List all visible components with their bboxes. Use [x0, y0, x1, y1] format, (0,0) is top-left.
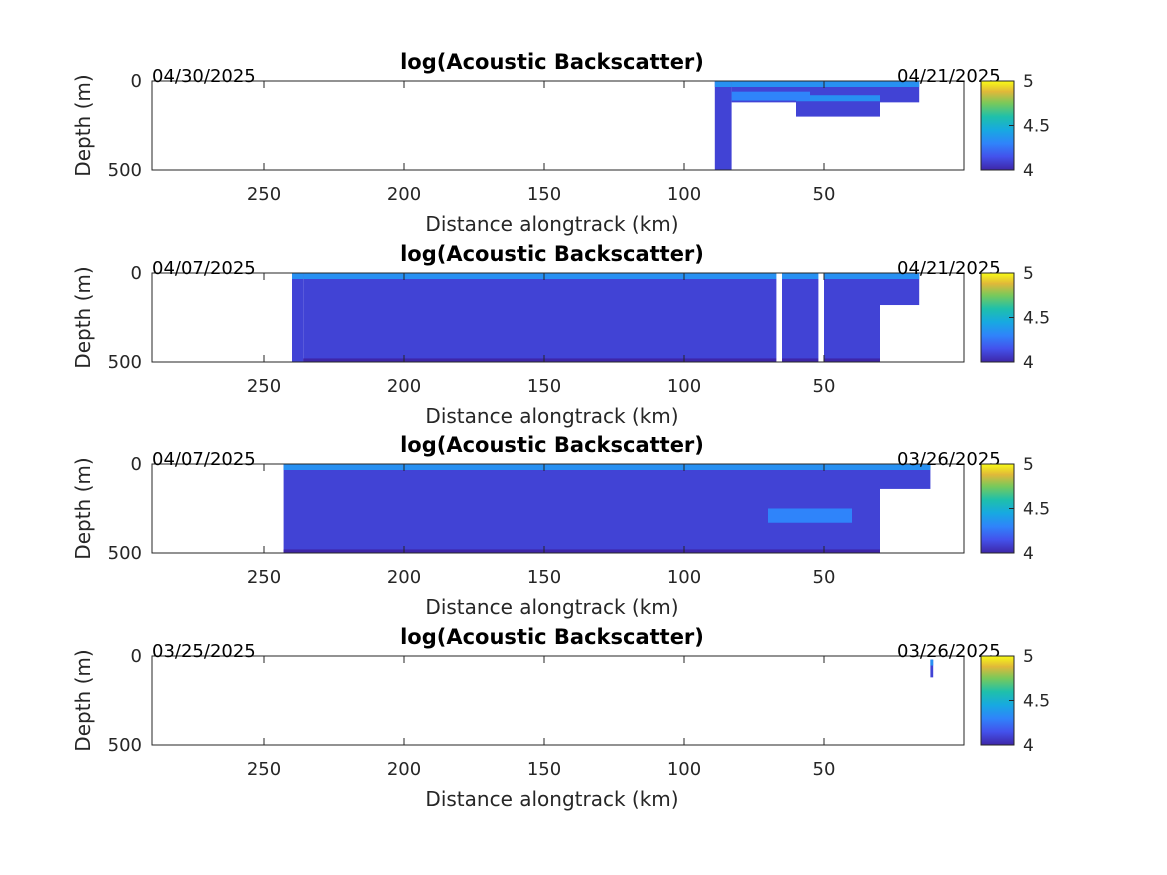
- colorbar-gradient: [980, 463, 1015, 554]
- x-tick-label: 250: [247, 376, 281, 397]
- surface-band: [714, 81, 732, 87]
- y-axis-label: Depth (m): [71, 457, 95, 559]
- axes-box: [151, 80, 965, 171]
- x-axis-label: Distance alongtrack (km): [425, 212, 678, 236]
- data-coverage: [292, 273, 304, 362]
- x-tick-label: 200: [387, 184, 421, 205]
- data-patch: [283, 549, 881, 553]
- y-axis-label: Depth (m): [71, 74, 95, 176]
- colorbar-tick-label: 4: [1023, 736, 1034, 756]
- end-date-label: 03/26/2025: [897, 449, 1001, 470]
- x-tick-label: 50: [813, 376, 836, 397]
- x-tick-label: 150: [527, 376, 561, 397]
- chart-title: log(Acoustic Backscatter): [400, 625, 704, 649]
- x-tick-label: 200: [387, 567, 421, 588]
- colorbar-tick-label: 4: [1023, 544, 1034, 564]
- colorbar-tick-label: 4: [1023, 353, 1034, 373]
- y-tick-label: 0: [131, 71, 142, 92]
- end-date-label: 04/21/2025: [897, 66, 1001, 87]
- x-tick-label: 100: [667, 567, 701, 588]
- x-tick-label: 150: [527, 184, 561, 205]
- y-tick-label: 0: [131, 263, 142, 284]
- start-date-label: 04/07/2025: [152, 258, 256, 279]
- backscatter-field: [930, 659, 934, 678]
- colorbar: 44.55: [980, 647, 1050, 756]
- surface-band: [930, 659, 934, 666]
- colorbar-tick-label: 5: [1023, 264, 1034, 284]
- x-axis-label: Distance alongtrack (km): [425, 404, 678, 428]
- axes-box: [151, 272, 965, 363]
- data-coverage: [714, 81, 732, 170]
- x-tick-label: 200: [387, 759, 421, 780]
- surface-band: [796, 95, 880, 102]
- backscatter-field: [292, 273, 920, 362]
- surface-band: [880, 273, 920, 279]
- chart-title: log(Acoustic Backscatter): [400, 433, 704, 457]
- x-tick-label: 100: [667, 184, 701, 205]
- data-patch: [768, 508, 852, 523]
- data-coverage: [303, 273, 880, 362]
- surface-band: [731, 81, 920, 87]
- backscatter-field: [283, 464, 931, 553]
- backscatter-field: [714, 81, 920, 170]
- y-tick-label: 500: [108, 543, 142, 564]
- surface-band: [292, 273, 304, 279]
- surface-band: [880, 464, 931, 470]
- colorbar-gradient: [980, 655, 1015, 746]
- x-tick-label: 250: [247, 184, 281, 205]
- start-date-label: 04/07/2025: [152, 449, 256, 470]
- x-tick-label: 150: [527, 567, 561, 588]
- colorbar-tick-label: 4: [1023, 161, 1034, 181]
- data-gap: [776, 273, 782, 362]
- y-tick-label: 500: [108, 160, 142, 181]
- colorbar: 44.55: [980, 264, 1050, 373]
- x-tick-label: 50: [813, 184, 836, 205]
- colorbar-gradient: [980, 272, 1015, 363]
- colorbar-tick-label: 5: [1023, 455, 1034, 475]
- x-tick-label: 50: [813, 759, 836, 780]
- colorbar-tick-label: 5: [1023, 72, 1034, 92]
- colorbar: 44.55: [980, 455, 1050, 564]
- colorbar-tick-label: 5: [1023, 647, 1034, 667]
- axes-box: [151, 655, 965, 746]
- y-tick-label: 500: [108, 735, 142, 756]
- start-date-label: 03/25/2025: [152, 641, 256, 662]
- end-date-label: 04/21/2025: [897, 258, 1001, 279]
- y-tick-label: 500: [108, 352, 142, 373]
- start-date-label: 04/30/2025: [152, 66, 256, 87]
- x-axis-label: Distance alongtrack (km): [425, 595, 678, 619]
- x-tick-label: 150: [527, 759, 561, 780]
- y-tick-label: 0: [131, 646, 142, 667]
- colorbar-tick-label: 4.5: [1023, 692, 1050, 712]
- y-axis-label: Depth (m): [71, 266, 95, 368]
- axes-box: [151, 463, 965, 554]
- data-patch: [303, 358, 880, 362]
- end-date-label: 03/26/2025: [897, 641, 1001, 662]
- data-patch: [731, 91, 810, 101]
- colorbar-tick-label: 4.5: [1023, 117, 1050, 137]
- x-tick-label: 50: [813, 567, 836, 588]
- x-tick-label: 200: [387, 376, 421, 397]
- x-tick-label: 250: [247, 759, 281, 780]
- x-tick-label: 100: [667, 376, 701, 397]
- y-axis-label: Depth (m): [71, 649, 95, 751]
- data-gap: [818, 273, 824, 362]
- colorbar-tick-label: 4.5: [1023, 500, 1050, 520]
- chart-title: log(Acoustic Backscatter): [400, 242, 704, 266]
- colorbar-tick-label: 4.5: [1023, 309, 1050, 329]
- data-coverage: [930, 659, 934, 678]
- y-tick-label: 0: [131, 454, 142, 475]
- chart-title: log(Acoustic Backscatter): [400, 50, 704, 74]
- x-tick-label: 100: [667, 759, 701, 780]
- surface-band: [283, 464, 881, 470]
- surface-band: [303, 273, 880, 279]
- colorbar: 44.55: [980, 72, 1050, 181]
- x-tick-label: 250: [247, 567, 281, 588]
- x-axis-label: Distance alongtrack (km): [425, 787, 678, 811]
